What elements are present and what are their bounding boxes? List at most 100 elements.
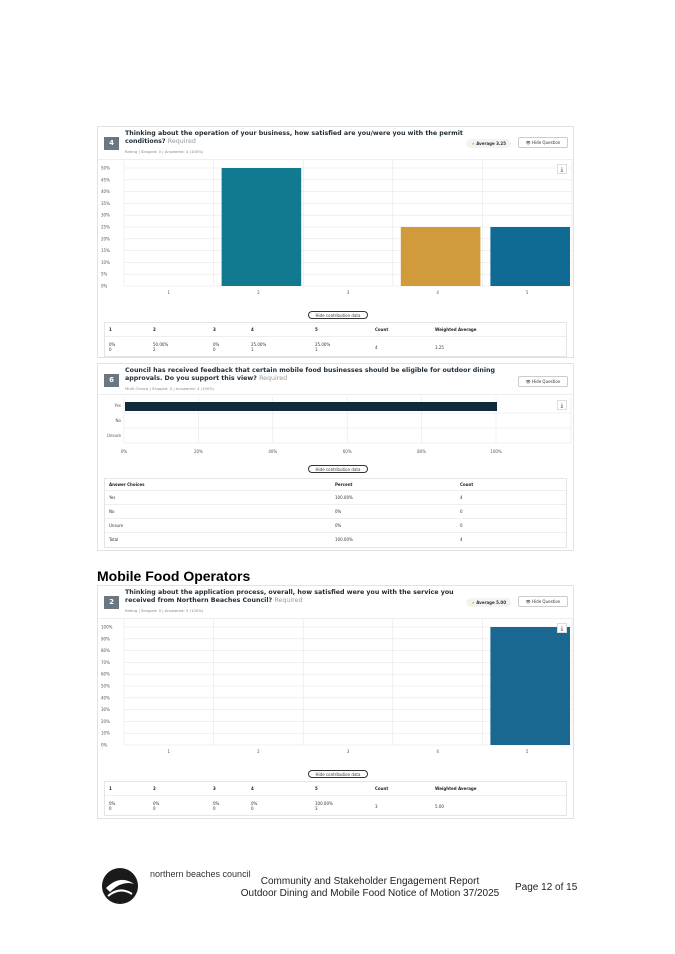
x-tick-label: 5: [526, 749, 529, 754]
y-tick-label: 25%: [101, 225, 110, 230]
column-header: Percent: [335, 482, 353, 487]
rating-chart: 0% 5% 10% 15% 20% 25% 30% 35% 40% 45% 50% 1 2 3 4 5: [101, 160, 573, 295]
count-cell: 3: [375, 804, 378, 809]
hide-contribution-data-button[interactable]: Hide contribution data: [308, 770, 368, 778]
choice-chart: 0% 20% 40% 60% 80% 100% Yes No Unsure: [107, 397, 572, 454]
council-logo: [102, 868, 138, 904]
download-icon[interactable]: ⤓: [557, 164, 567, 174]
y-tick-label: 45%: [101, 177, 110, 182]
column-header: Weighted Average: [435, 327, 477, 332]
table-cell: 4: [460, 495, 463, 500]
y-tick-label: 50%: [101, 166, 110, 171]
question-title: Thinking about the operation of your bus…: [125, 130, 463, 145]
table-cell: 0: [460, 523, 463, 528]
hide-question-button[interactable]: 👁 Hide Question: [518, 137, 568, 148]
table-cell: Yes: [109, 495, 116, 500]
table-cell: Total: [109, 537, 119, 542]
y-tick-label: 50%: [101, 684, 110, 689]
y-tick-label: 10%: [101, 260, 110, 265]
column-header: 1: [109, 327, 112, 332]
x-tick-label: 0%: [121, 449, 128, 454]
table-cell: 100.00%: [335, 495, 353, 500]
y-tick-label: 0%: [101, 284, 108, 289]
x-tick-label: 5: [526, 290, 529, 295]
x-tick-label: 20%: [194, 449, 203, 454]
hide-question-button[interactable]: 👁 Hide Question: [518, 376, 568, 387]
column-header: 4: [251, 327, 254, 332]
rating-cell: 0% 0: [109, 801, 116, 811]
x-tick-label: 4: [436, 749, 439, 754]
bar: [400, 227, 481, 286]
bar: [125, 402, 497, 411]
table-cell: 0%: [335, 523, 342, 528]
table-cell: 4: [460, 537, 463, 542]
question-card-2: 2 Thinking about the application process…: [97, 585, 574, 819]
average-badge: ★ Average 3.25: [466, 139, 511, 148]
x-tick-label: 4: [436, 290, 439, 295]
y-tick-label: 10%: [101, 731, 110, 736]
star-icon: ★: [471, 141, 475, 146]
results-table: 1 2 3 4 5 Count Weighted Average 0% 0 0% 0 0% 0 0% 0 10…: [104, 781, 567, 816]
x-tick-label: 60%: [343, 449, 352, 454]
rating-cell: 0% 0: [109, 342, 116, 352]
y-tick-label: 40%: [101, 695, 110, 700]
hide-contribution-data-button[interactable]: Hide contribution data: [308, 311, 368, 319]
footer-line-1: Community and Stakeholder Engagement Rep…: [260, 876, 480, 887]
column-header: Weighted Average: [435, 786, 477, 791]
question-card-4: 4 Thinking about the operation of your b…: [97, 126, 574, 358]
y-tick-label: 40%: [101, 189, 110, 194]
results-table: Answer Choices Percent Count Yes 100.00% 4 No 0…: [104, 478, 567, 548]
y-tick-label: 5%: [101, 272, 108, 277]
y-tick-label: 30%: [101, 213, 110, 218]
rating-cell: 25.00% 1: [315, 342, 331, 352]
hide-contribution-data-button[interactable]: Hide contribution data: [308, 465, 368, 473]
download-icon[interactable]: ⤓: [557, 623, 567, 633]
y-tick-label: 70%: [101, 660, 110, 665]
table-cell: 0%: [335, 509, 342, 514]
question-title: Thinking about the application process, …: [125, 589, 454, 604]
column-header: 5: [315, 327, 318, 332]
rating-cell: 25.00% 1: [251, 342, 267, 352]
star-icon: ★: [471, 600, 475, 605]
question-number: 6: [104, 374, 119, 387]
table-cell: Unsure: [109, 523, 124, 528]
x-tick-label: 3: [347, 749, 350, 754]
rating-chart: 0% 10% 20% 30% 40% 50% 60% 70% 80% 90% 100% 1 2 3 4 5: [101, 619, 573, 754]
y-tick-label: 15%: [101, 248, 110, 253]
question-number: 2: [104, 596, 119, 609]
table-cell: 100.00%: [335, 537, 353, 542]
page-number: Page 12 of 15: [515, 882, 578, 893]
y-tick-label: No: [116, 418, 122, 423]
table-cell: No: [109, 509, 115, 514]
y-tick-label: 90%: [101, 636, 110, 641]
x-tick-label: 2: [257, 749, 260, 754]
weighted-average-cell: 3.25: [435, 345, 444, 350]
x-tick-label: 100%: [490, 449, 502, 454]
logo-text: northern beaches council: [150, 869, 251, 879]
hide-question-button[interactable]: 👁 Hide Question: [518, 596, 568, 607]
average-badge: ★ Average 5.00: [466, 598, 511, 607]
column-header: Count: [460, 482, 474, 487]
x-tick-label: 40%: [268, 449, 277, 454]
column-header: 4: [251, 786, 254, 791]
bar: [490, 227, 570, 286]
column-header: Count: [375, 327, 389, 332]
x-tick-label: 1: [168, 290, 171, 295]
y-tick-label: 60%: [101, 672, 110, 677]
bar: [221, 168, 302, 286]
y-tick-label: Unsure: [107, 433, 122, 438]
count-cell: 4: [375, 345, 378, 350]
weighted-average-cell: 5.00: [435, 804, 444, 809]
download-icon[interactable]: ⤓: [557, 400, 567, 410]
question-meta: Rating | Skipped: 0 | Answered: 4 (100%): [125, 149, 204, 154]
column-header: Count: [375, 786, 389, 791]
x-tick-label: 2: [257, 290, 260, 295]
rating-cell: 100.00% 3: [315, 801, 333, 811]
y-tick-label: 20%: [101, 719, 110, 724]
section-heading: Mobile Food Operators: [97, 568, 251, 584]
question-meta: Rating | Skipped: 0 | Answered: 3 (100%): [125, 608, 204, 613]
y-tick-label: 100%: [101, 625, 113, 630]
question-number: 4: [104, 137, 119, 150]
column-header: 2: [153, 786, 156, 791]
column-header: 3: [213, 786, 216, 791]
